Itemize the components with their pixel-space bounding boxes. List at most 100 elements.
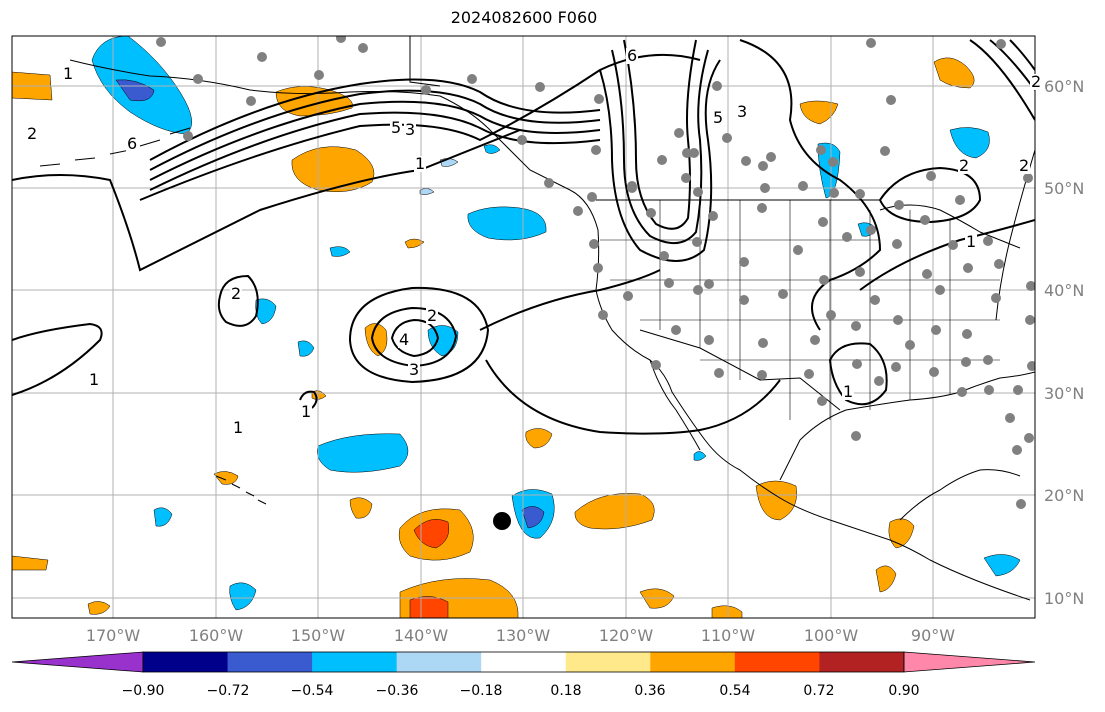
contour-label: 1 — [62, 64, 75, 83]
colorbar-label: 0.54 — [719, 683, 751, 699]
lat-label-10n: 10°N — [1044, 589, 1085, 608]
us-mexico-border — [639, 329, 841, 411]
shade-red — [413, 519, 449, 549]
lat-label-60n: 60°N — [1044, 77, 1085, 96]
contour-label: 2 — [426, 306, 439, 325]
contour-label: 1 — [232, 418, 245, 437]
colorbar-segment — [227, 652, 313, 672]
colorbar-segment — [565, 652, 651, 672]
contour-line — [479, 269, 661, 331]
contour-line — [348, 286, 490, 384]
lat-label-40n: 40°N — [1044, 281, 1085, 300]
contour-line — [611, 49, 709, 244]
colorbar-label: 0.90 — [888, 683, 920, 699]
contour-label: 5 — [712, 108, 725, 127]
lat-label-50n: 50°N — [1044, 179, 1085, 198]
contour-line — [149, 100, 601, 181]
contour-line — [12, 129, 521, 272]
coastlines — [39, 36, 1035, 601]
contour-label: 1 — [965, 232, 978, 251]
map-title: 2024082600 F060 — [450, 8, 598, 27]
contour-line — [828, 342, 888, 406]
lat-label-20n: 20°N — [1044, 486, 1085, 505]
colorbar — [11, 651, 1036, 673]
shade-blue — [153, 507, 173, 527]
shading-negative — [91, 36, 1021, 611]
contour-label: 3 — [736, 102, 749, 121]
shade-blue — [983, 554, 1021, 577]
colorbar-segment — [481, 652, 567, 672]
contour-line — [390, 318, 440, 358]
contour-label: 1 — [842, 382, 855, 401]
lat-label-30n: 30°N — [1044, 384, 1085, 403]
colorbar-segment — [650, 652, 736, 672]
shade-blue — [317, 433, 409, 473]
contour-label: 4 — [398, 330, 411, 349]
great-lakes — [879, 204, 1021, 249]
colorbar-label: −0.90 — [121, 683, 165, 699]
plot-frame — [11, 35, 1036, 619]
lon-label-160w: 160°W — [188, 626, 244, 645]
shade-lightblue — [419, 188, 435, 195]
shade-blue — [297, 340, 315, 357]
contour-line — [485, 359, 781, 435]
contour-label: 2 — [1030, 72, 1043, 91]
lon-label-100w: 100°W — [803, 626, 859, 645]
contour-label: 1 — [414, 154, 427, 173]
yucatan — [899, 469, 1021, 521]
station-dots — [156, 36, 1035, 509]
shade-orange — [404, 238, 425, 249]
contour-line — [969, 39, 1035, 121]
shade-orange — [933, 57, 975, 89]
colorbar-segment — [312, 652, 398, 672]
colorbar-segment — [396, 652, 482, 672]
shade-blue — [693, 451, 707, 461]
hawaii — [215, 475, 267, 505]
contour-label: 1 — [88, 370, 101, 389]
contour-line — [217, 274, 259, 327]
contour-label: 5 — [390, 118, 403, 137]
colorbar-label: 0.72 — [803, 683, 835, 699]
shade-blue — [329, 246, 351, 257]
shade-red — [409, 596, 449, 618]
contour-line — [599, 59, 721, 262]
shade-orange — [525, 428, 553, 449]
colorbar-extend-min — [11, 651, 144, 673]
shade-orange — [574, 493, 655, 530]
shade-orange — [349, 497, 373, 519]
gulf-of-mexico-coast — [779, 371, 1035, 481]
west-coast — [569, 189, 1031, 601]
shade-darkblue — [115, 79, 155, 102]
shade-orange — [213, 471, 239, 485]
lon-label-130w: 130°W — [495, 626, 551, 645]
shade-orange — [888, 518, 915, 549]
shade-blue — [949, 127, 990, 159]
contour-line — [149, 89, 601, 171]
lon-label-90w: 90°W — [910, 626, 956, 645]
colorbar-segment — [734, 652, 820, 672]
shade-orange — [12, 555, 49, 571]
contour-line — [149, 78, 601, 161]
colorbar-label: 0.18 — [550, 683, 582, 699]
contour-label: 2 — [230, 284, 243, 303]
shade-orange — [87, 601, 111, 615]
contour-line — [878, 166, 982, 224]
contour-line — [12, 322, 103, 396]
lon-label-150w: 150°W — [290, 626, 346, 645]
shading-positive — [12, 57, 975, 618]
lon-label-110w: 110°W — [700, 626, 756, 645]
contour-line — [1009, 39, 1035, 71]
shade-orange — [291, 146, 375, 192]
alaska-border — [409, 36, 441, 87]
shade-darkblue — [521, 506, 545, 529]
colorbar-segment — [143, 652, 229, 672]
contour-label: 2 — [1018, 156, 1031, 175]
contour-line — [299, 390, 318, 409]
aleutian-islands — [39, 127, 191, 167]
contour-label: 6 — [626, 46, 639, 65]
contour-label: 1 — [300, 402, 313, 421]
contour-line — [139, 53, 701, 201]
colorbar-label: −0.72 — [206, 683, 250, 699]
contour-label: 3 — [404, 120, 417, 139]
